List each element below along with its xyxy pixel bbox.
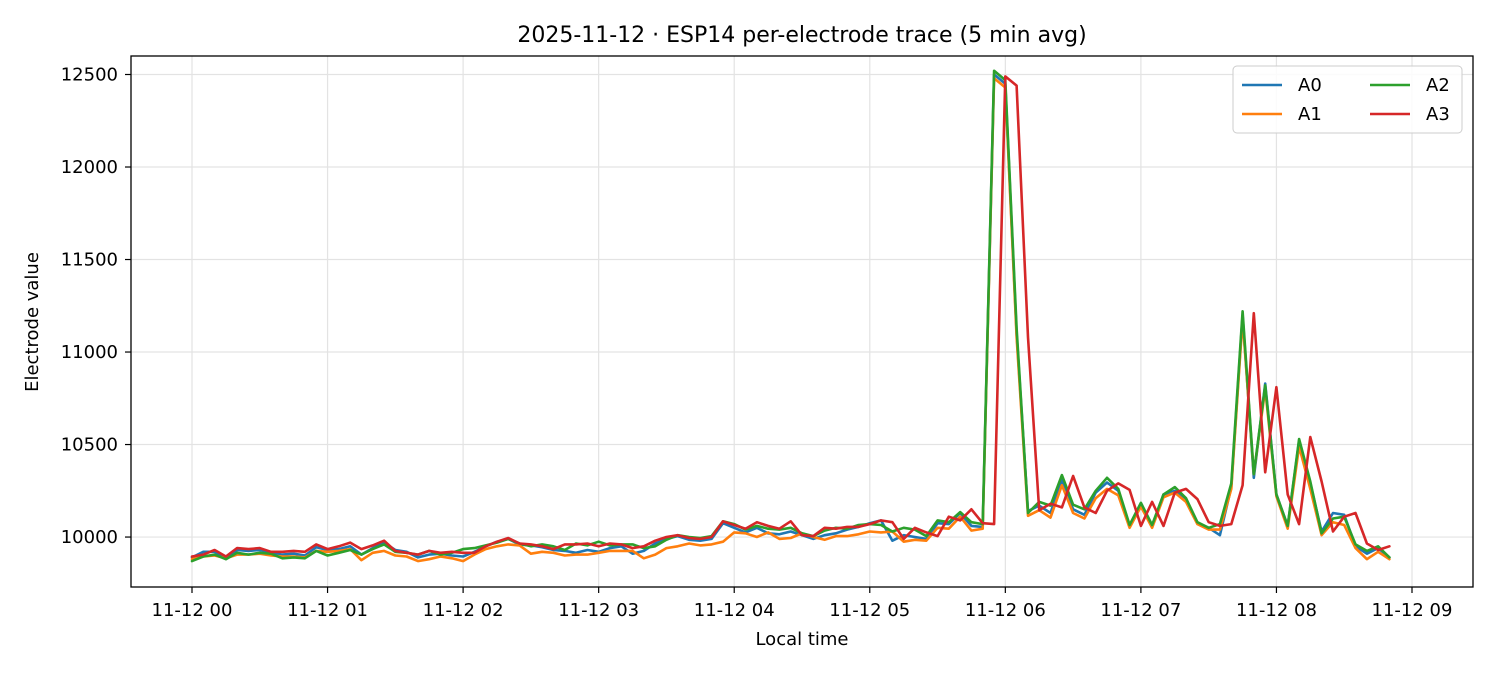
y-tick-label: 10500	[61, 435, 118, 456]
x-tick-label: 11-12 08	[1236, 600, 1317, 621]
x-axis-ticks: 11-12 00 11-12 01 11-12 02 11-12 03 11-12 04…	[152, 587, 1453, 621]
x-tick-label: 11-12 06	[965, 600, 1046, 621]
x-tick-label: 11-12 02	[423, 600, 504, 621]
y-tick-label: 12500	[61, 65, 118, 86]
series-line-a2	[190, 69, 1391, 563]
x-tick-label: 11-12 05	[829, 600, 910, 621]
y-tick-label: 11000	[61, 342, 118, 363]
x-tick-label: 11-12 04	[694, 600, 775, 621]
x-tick-label: 11-12 00	[152, 600, 233, 621]
grid-lines	[131, 56, 1473, 587]
x-tick-label: 11-12 01	[287, 600, 368, 621]
series-line-a1	[190, 76, 1391, 563]
plot-frame	[130, 55, 1474, 588]
series-lines	[190, 69, 1391, 563]
y-tick-label: 12000	[61, 157, 118, 178]
y-tick-label: 11500	[61, 250, 118, 271]
chart-title: 2025-11-12 · ESP14 per-electrode trace (…	[517, 23, 1086, 48]
y-axis-label: Electrode value	[22, 252, 43, 392]
x-tick-label: 11-12 07	[1100, 600, 1181, 621]
legend-label-a3: A3	[1426, 104, 1450, 125]
legend: A0 A1 A2 A3	[1232, 65, 1463, 134]
y-axis-ticks: 10000 10500 11000 11500 12000 12500	[61, 65, 131, 548]
x-tick-label: 11-12 03	[558, 600, 639, 621]
series-line-a3	[190, 75, 1391, 558]
legend-label-a2: A2	[1426, 75, 1450, 96]
legend-box	[1232, 65, 1463, 134]
y-tick-label: 10000	[61, 527, 118, 548]
legend-label-a1: A1	[1298, 104, 1322, 125]
x-axis-label: Local time	[755, 629, 848, 650]
legend-label-a0: A0	[1298, 75, 1322, 96]
x-tick-label: 11-12 09	[1372, 600, 1453, 621]
